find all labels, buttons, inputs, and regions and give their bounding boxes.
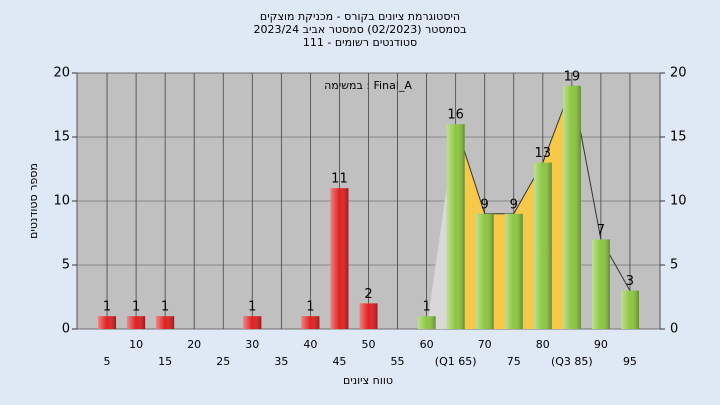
x-tick-label: (Q1 65) bbox=[435, 355, 477, 368]
x-tick-label: 25 bbox=[216, 355, 230, 368]
bar-shade bbox=[156, 316, 175, 329]
value-label: 2 bbox=[364, 287, 372, 302]
bar-shade bbox=[417, 316, 436, 329]
title-line: היסטוגרמת ציונים בקורס - מכניקת מוצקים bbox=[260, 10, 460, 23]
bar-shade bbox=[533, 162, 552, 329]
y-tick-label: 5 bbox=[62, 258, 70, 273]
title-line: בסמסטר (02/2023) סמסטר אביב 2023/24 bbox=[253, 23, 466, 36]
x-tick-label: 5 bbox=[104, 355, 111, 368]
x-tick-label: 35 bbox=[274, 355, 288, 368]
value-label: 1 bbox=[161, 300, 169, 315]
x-tick-label: 30 bbox=[245, 338, 259, 351]
bar-shade bbox=[301, 316, 320, 329]
value-label: 13 bbox=[535, 146, 552, 161]
y-tick-label: 0 bbox=[62, 322, 70, 337]
y-tick-label: 15 bbox=[53, 130, 70, 145]
bar-shade bbox=[330, 188, 349, 329]
y-tick-label: 20 bbox=[53, 66, 70, 81]
bar-shade bbox=[620, 290, 639, 329]
bar-shade bbox=[98, 316, 117, 329]
value-label: 16 bbox=[447, 108, 464, 123]
y-axis-label: מספר סטודנטים bbox=[27, 163, 40, 239]
x-tick-label: 95 bbox=[623, 355, 637, 368]
x-tick-label: 55 bbox=[391, 355, 405, 368]
value-label: 1 bbox=[306, 300, 314, 315]
value-label: 1 bbox=[103, 300, 111, 315]
y2-tick-label: 15 bbox=[670, 130, 687, 145]
x-tick-label: 40 bbox=[303, 338, 317, 351]
x-tick-label: 10 bbox=[129, 338, 143, 351]
x-tick-label: 15 bbox=[158, 355, 172, 368]
y2-tick-label: 20 bbox=[670, 66, 687, 81]
value-label: 1 bbox=[422, 300, 430, 315]
value-label: 7 bbox=[597, 223, 605, 238]
x-axis-label: טווח ציונים bbox=[343, 374, 393, 387]
bar-shade bbox=[504, 213, 523, 329]
bar-shade bbox=[359, 303, 378, 329]
bar-shade bbox=[243, 316, 262, 329]
value-label: 11 bbox=[331, 172, 348, 187]
x-tick-label: 70 bbox=[478, 338, 492, 351]
bar-shade bbox=[127, 316, 146, 329]
value-label: 9 bbox=[481, 197, 489, 212]
bar-shade bbox=[475, 213, 494, 329]
x-tick-label: 60 bbox=[420, 338, 434, 351]
x-tick-label: 50 bbox=[362, 338, 376, 351]
y2-tick-label: 5 bbox=[670, 258, 678, 273]
y2-tick-label: 0 bbox=[670, 322, 678, 337]
y2-tick-label: 10 bbox=[670, 194, 687, 209]
value-label: 1 bbox=[132, 300, 140, 315]
x-tick-label: 20 bbox=[187, 338, 201, 351]
value-label: 9 bbox=[510, 197, 518, 212]
bar-shade bbox=[562, 85, 581, 329]
x-tick-label: 80 bbox=[536, 338, 550, 351]
bar-shade bbox=[591, 239, 610, 329]
value-label: 3 bbox=[626, 274, 634, 289]
y-tick-label: 10 bbox=[53, 194, 70, 209]
bar-shade bbox=[446, 124, 465, 329]
value-label: 19 bbox=[564, 69, 581, 84]
x-tick-label: 45 bbox=[332, 355, 346, 368]
value-label: 1 bbox=[248, 300, 256, 315]
title-line: סטודנטים רשומים - 111 bbox=[303, 36, 417, 49]
x-tick-label: 75 bbox=[507, 355, 521, 368]
x-tick-label: 90 bbox=[594, 338, 608, 351]
x-tick-label: (Q3 85) bbox=[551, 355, 593, 368]
